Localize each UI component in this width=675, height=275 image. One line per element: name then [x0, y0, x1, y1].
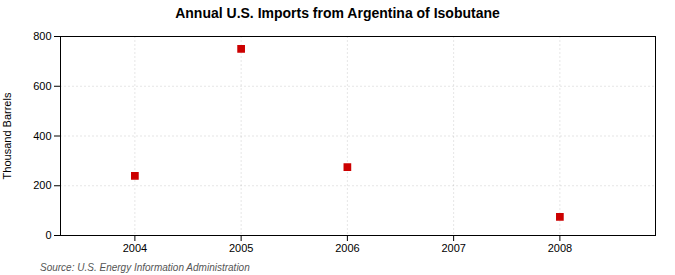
svg-text:2007: 2007	[441, 242, 465, 254]
svg-text:2006: 2006	[335, 242, 359, 254]
html-text:Source: U.S. Energy Informatio: Source: U.S. Energy Information Administ…	[40, 262, 250, 273]
svg-text:2004: 2004	[123, 242, 147, 254]
svg-text:2008: 2008	[548, 242, 572, 254]
svg-text:Thousand Barrels: Thousand Barrels	[1, 92, 13, 179]
svg-text:600: 600	[33, 80, 51, 92]
svg-text:400: 400	[33, 130, 51, 142]
svg-text:0: 0	[45, 229, 51, 241]
svg-text:200: 200	[33, 179, 51, 191]
svg-text:800: 800	[33, 30, 51, 42]
html-text:Annual U.S. Imports from Argen: Annual U.S. Imports from Argentina of Is…	[175, 5, 500, 21]
svg-text:2005: 2005	[229, 242, 253, 254]
